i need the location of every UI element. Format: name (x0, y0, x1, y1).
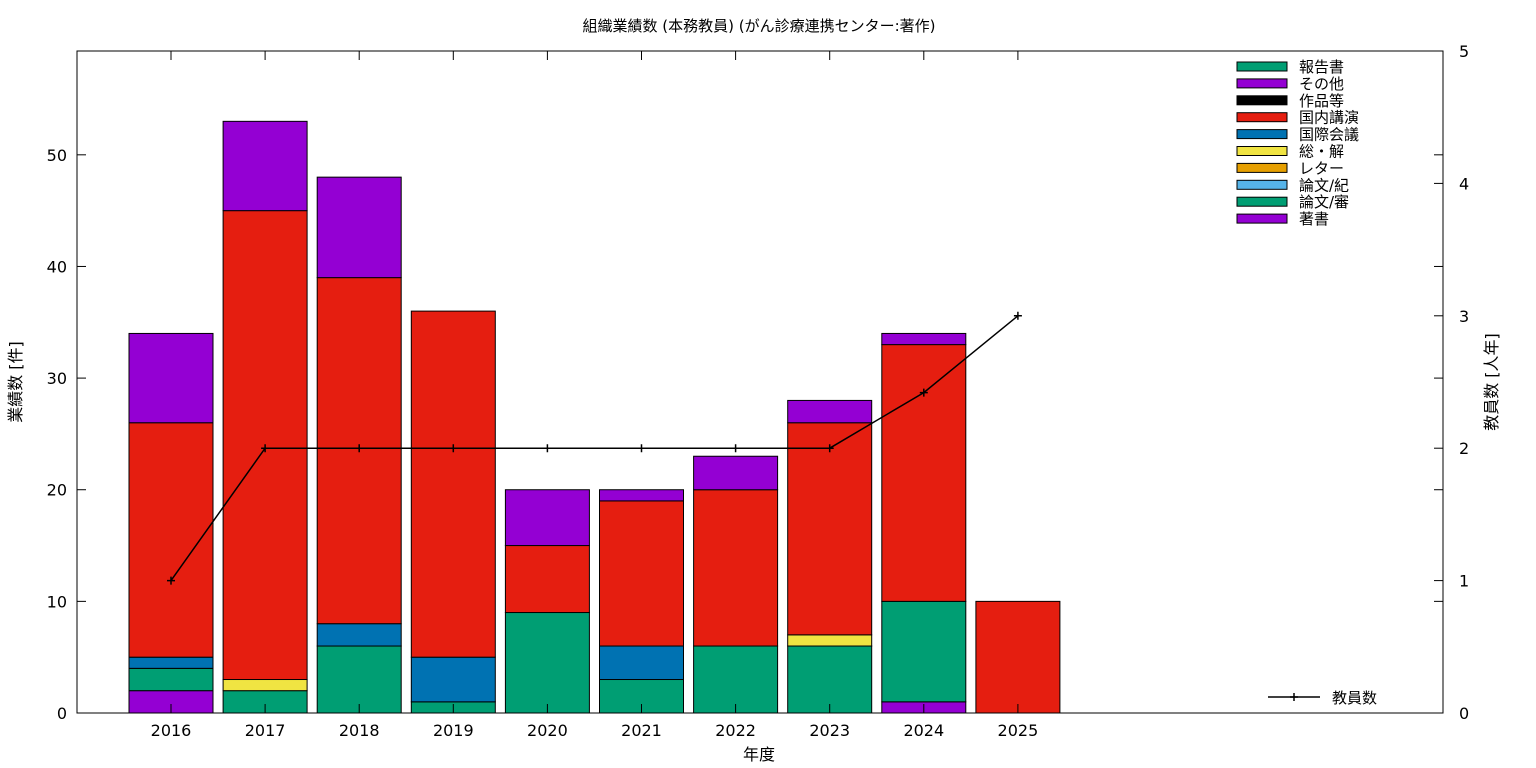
y-tick-label: 50 (47, 146, 67, 165)
x-tick-label: 2017 (245, 721, 286, 740)
line-series-point (919, 388, 928, 397)
y-tick-label: 40 (47, 257, 67, 276)
line-series-point (1013, 311, 1022, 320)
legend-label: 作品等 (1299, 92, 1344, 110)
chart-title: 組織業績数 (本務教員) (がん診療連携センター:著作) (582, 17, 935, 35)
legend-swatch (1236, 196, 1288, 207)
legend-line-label: 教員数 (1332, 689, 1377, 707)
line-series-point (825, 444, 834, 453)
y-tick-label: 30 (47, 369, 67, 388)
bar-segment (881, 332, 967, 346)
bar-segment (316, 176, 402, 279)
line-series-point (637, 444, 646, 453)
bar-segment (881, 600, 967, 703)
bar-segment (128, 667, 214, 692)
bar-segment (787, 399, 873, 424)
line-layer (167, 311, 1022, 585)
bar-segment (410, 656, 496, 703)
bar-segment (599, 489, 684, 502)
bar-segment (316, 277, 402, 625)
bar-segment (316, 645, 402, 714)
y2-tick-label: 2 (1459, 439, 1469, 458)
y2-tick-label: 0 (1459, 704, 1469, 723)
y2-tick-label: 4 (1459, 174, 1469, 193)
legend-label: レター (1299, 159, 1344, 177)
legend-label: 論文/紀 (1299, 176, 1349, 194)
legend-swatch (1236, 129, 1288, 140)
y-tick-label: 20 (47, 481, 67, 500)
y2-tick-label: 3 (1459, 307, 1469, 326)
bar-segment (504, 489, 590, 547)
x-tick-label: 2021 (621, 721, 662, 740)
legend-label: 国内講演 (1299, 109, 1359, 127)
line-series-point (449, 444, 458, 453)
legend-label: 総・解 (1299, 143, 1344, 161)
legend-label: 国際会議 (1299, 126, 1359, 144)
legend-label: 報告書 (1299, 58, 1344, 76)
line-series-point (167, 576, 175, 585)
bar-segment (504, 545, 590, 614)
legend-swatch (1236, 146, 1288, 156)
x-tick-label: 2025 (998, 721, 1039, 740)
bar-segment (787, 634, 873, 647)
bar-segment (504, 612, 590, 714)
bar-segment (787, 422, 873, 636)
y2-tick-label: 1 (1459, 572, 1469, 591)
legend-swatch (1236, 95, 1288, 106)
x-tick-label: 2022 (715, 721, 756, 740)
bars-layer (128, 120, 1061, 714)
bar-segment (222, 679, 308, 692)
y-axis-label: 業績数 [件] (6, 341, 25, 423)
y-tick-label: 0 (57, 704, 67, 723)
bar-segment (693, 645, 779, 714)
legend-swatch (1236, 78, 1288, 89)
x-tick-label: 2016 (151, 721, 192, 740)
bar-segment (222, 120, 308, 212)
line-series-point (355, 444, 364, 453)
x-axis: 2016 2017 2018 2019 2020 2021 2022 2023 2024 2025 (151, 51, 1039, 740)
legend-line-marker (1290, 693, 1298, 701)
x-tick-label: 2024 (903, 721, 944, 740)
legend-swatch (1236, 112, 1288, 123)
legend-label: 論文/審 (1299, 193, 1349, 211)
y-tick-label: 10 (47, 592, 67, 611)
line-series-point (261, 444, 270, 453)
y2-axis: 0 1 2 3 4 5 (1434, 42, 1469, 723)
legend-label: その他 (1299, 75, 1344, 93)
x-axis-label: 年度 (743, 745, 775, 764)
x-tick-label: 2019 (433, 721, 474, 740)
bar-segment (128, 656, 214, 669)
bar-segment (599, 645, 684, 681)
bar-segment (881, 344, 967, 602)
bar-segment (599, 500, 684, 647)
line-series-path (170, 315, 1019, 582)
legend-swatch (1236, 213, 1288, 224)
y-axis: 0 10 20 30 40 50 (47, 146, 1443, 723)
line-series-point (731, 444, 740, 453)
bar-segment (693, 489, 779, 647)
legend-swatch (1236, 162, 1288, 173)
bar-segment (975, 600, 1061, 714)
bar-segment (128, 332, 214, 424)
line-series-point (543, 444, 552, 453)
bar-segment (693, 455, 779, 491)
y2-axis-label: 教員数 [人年] (1482, 333, 1501, 431)
legend-swatch (1236, 179, 1288, 190)
bar-segment (316, 623, 402, 647)
legend-label: 著書 (1299, 210, 1329, 228)
bar-segment (787, 645, 873, 714)
legend-swatch (1236, 61, 1288, 72)
bar-segment (410, 310, 496, 658)
x-tick-label: 2018 (339, 721, 380, 740)
y2-tick-label: 5 (1459, 42, 1469, 61)
x-tick-label: 2020 (527, 721, 568, 740)
x-tick-label: 2023 (809, 721, 850, 740)
